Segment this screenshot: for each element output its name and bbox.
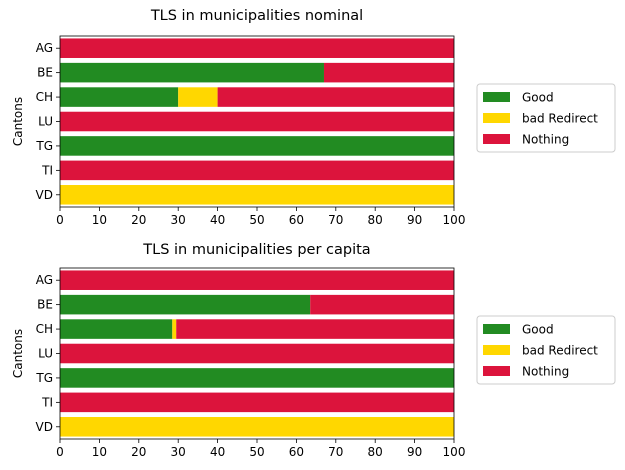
x-tick-label-90: 90 xyxy=(407,445,422,459)
bar-lu-nothing xyxy=(60,111,454,132)
bar-ti-nothing xyxy=(60,160,454,181)
bar-be-nothing xyxy=(310,294,454,315)
x-tick-label-10: 10 xyxy=(92,213,107,227)
x-tick-label-60: 60 xyxy=(289,213,304,227)
bar-ch-good xyxy=(60,319,173,339)
bar-lu-nothing xyxy=(60,343,454,364)
bar-ch-nothing xyxy=(176,319,455,339)
chart-title: TLS in municipalities nominal xyxy=(150,8,363,24)
x-tick-label-60: 60 xyxy=(289,445,304,459)
chart-title: TLS in municipalities per capita xyxy=(142,242,370,258)
legend-label-good: Good xyxy=(522,91,554,105)
bar-ch-nothing xyxy=(217,87,454,107)
x-tick-label-40: 40 xyxy=(210,213,225,227)
y-tick-label-be: BE xyxy=(37,66,53,80)
x-tick-label-30: 30 xyxy=(171,213,186,227)
x-tick-label-20: 20 xyxy=(131,445,146,459)
y-tick-label-ti: TI xyxy=(41,163,53,177)
legend-label-nothing: Nothing xyxy=(522,133,569,147)
legend-label-bad-redirect: bad Redirect xyxy=(522,344,598,358)
bar-tg-good xyxy=(60,368,454,388)
legend-swatch-nothing xyxy=(483,134,510,144)
y-tick-label-tg: TG xyxy=(35,139,53,153)
x-tick-label-100: 100 xyxy=(443,445,466,459)
y-tick-label-lu: LU xyxy=(38,347,53,361)
bar-ch-bad-redirect xyxy=(172,319,177,339)
bar-ti-nothing xyxy=(60,392,454,413)
bar-vd-bad-redirect xyxy=(60,185,454,205)
y-tick-label-ch: CH xyxy=(36,90,53,104)
bar-be-nothing xyxy=(323,62,454,83)
x-tick-label-70: 70 xyxy=(328,213,343,227)
x-tick-label-0: 0 xyxy=(56,213,64,227)
y-tick-label-ti: TI xyxy=(41,395,53,409)
y-tick-label-be: BE xyxy=(37,298,53,312)
y-axis-label: Cantons xyxy=(11,329,25,378)
y-tick-label-ag: AG xyxy=(36,41,53,55)
x-tick-label-40: 40 xyxy=(210,445,225,459)
x-tick-label-90: 90 xyxy=(407,213,422,227)
y-axis-label: Cantons xyxy=(11,97,25,146)
legend-label-good: Good xyxy=(522,323,554,337)
bar-vd-bad-redirect xyxy=(60,417,454,437)
legend-swatch-nothing xyxy=(483,366,510,376)
bar-ag-nothing xyxy=(60,38,454,58)
legend-box xyxy=(476,315,616,385)
chart-2: AG BE CH LU TG TI VD0 10 20 30 40 50 60 70 80 90 100 TLS … xyxy=(11,242,616,459)
legend-swatch-bad-redirect xyxy=(483,345,510,355)
x-tick-label-50: 50 xyxy=(249,213,264,227)
y-tick-label-ag: AG xyxy=(36,273,53,287)
chart-1: AG BE CH LU TG TI VD0 10 20 30 40 50 60 70 80 90 100 TLS … xyxy=(11,8,616,227)
y-tick-label-lu: LU xyxy=(38,115,53,129)
x-tick-label-20: 20 xyxy=(131,213,146,227)
y-tick-label-tg: TG xyxy=(35,371,53,385)
legend-swatch-good xyxy=(483,324,510,334)
legend-swatch-bad-redirect xyxy=(483,113,510,123)
bar-tg-good xyxy=(60,136,454,156)
x-tick-label-100: 100 xyxy=(443,213,466,227)
legend-swatch-good xyxy=(483,92,510,102)
bar-be-good xyxy=(60,62,324,83)
legend-label-nothing: Nothing xyxy=(522,365,569,379)
bar-ag-nothing xyxy=(60,270,454,290)
y-tick-label-vd: VD xyxy=(36,188,53,202)
bar-ch-good xyxy=(60,87,179,107)
x-tick-label-70: 70 xyxy=(328,445,343,459)
legend: Good bad Redirect Nothing xyxy=(476,83,616,153)
x-tick-label-80: 80 xyxy=(368,445,383,459)
bar-ch-bad-redirect xyxy=(178,87,218,107)
bar-be-good xyxy=(60,294,311,315)
x-tick-label-80: 80 xyxy=(368,213,383,227)
x-tick-label-30: 30 xyxy=(171,445,186,459)
x-tick-label-10: 10 xyxy=(92,445,107,459)
y-tick-label-vd: VD xyxy=(36,420,53,434)
y-tick-label-ch: CH xyxy=(36,322,53,336)
legend-label-bad-redirect: bad Redirect xyxy=(522,112,598,126)
x-tick-label-50: 50 xyxy=(249,445,264,459)
legend: Good bad Redirect Nothing xyxy=(476,315,616,385)
x-tick-label-0: 0 xyxy=(56,445,64,459)
legend-box xyxy=(476,83,616,153)
